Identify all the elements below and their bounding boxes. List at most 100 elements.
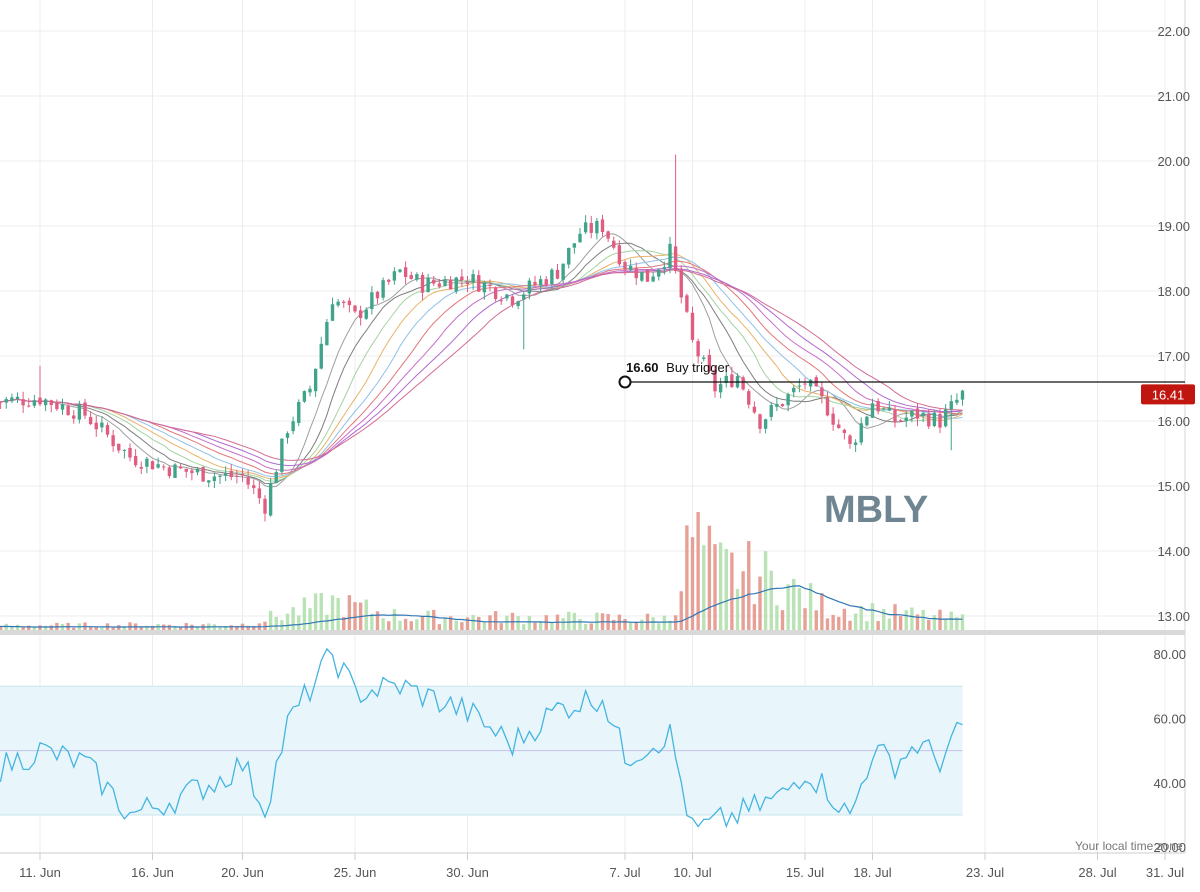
candle-body: [257, 488, 262, 499]
volume-bar: [735, 588, 740, 630]
volume-bar: [707, 525, 712, 630]
candle-body: [139, 466, 143, 469]
candle-body: [516, 301, 520, 307]
candle-body: [842, 429, 847, 434]
volume-bar: [285, 613, 290, 630]
candle-body: [460, 276, 464, 281]
candle-body: [741, 377, 745, 390]
volume-bar: [662, 615, 667, 630]
volume-bar: [313, 593, 318, 630]
volume-bar: [32, 627, 37, 630]
candle-body: [229, 470, 233, 478]
buy-trigger-annotation[interactable]: 16.60 Buy trigger: [618, 360, 1186, 389]
candle-body: [510, 296, 515, 306]
candle-body: [240, 473, 245, 476]
candle-body: [302, 391, 307, 402]
candle-body: [702, 357, 706, 360]
candle-body: [634, 268, 638, 279]
buy-trigger-handle[interactable]: [618, 375, 632, 389]
volume-bar: [252, 626, 256, 630]
volume-bar: [640, 619, 644, 630]
candle-body: [493, 287, 498, 300]
candle-body: [145, 458, 149, 467]
volume-bar: [336, 597, 340, 630]
candle-body: [662, 267, 667, 270]
candle-body: [837, 424, 841, 429]
volume-bar: [330, 595, 335, 630]
candle-body: [364, 309, 368, 319]
volume-bar: [910, 607, 914, 630]
candle-body: [218, 475, 222, 477]
time-tick-label: 7. Jul: [609, 865, 640, 880]
time-tick-label: 28. Jul: [1078, 865, 1116, 880]
candle-body: [853, 442, 858, 445]
candle-body: [94, 422, 98, 430]
candle-body: [190, 470, 194, 474]
candle-body: [488, 284, 492, 287]
volume-bar: [657, 623, 661, 630]
candle-body: [375, 291, 380, 299]
volume-bar: [347, 595, 352, 630]
candle-body: [583, 222, 588, 233]
candle-body: [280, 438, 284, 472]
candle-body: [882, 408, 886, 410]
volume-bar: [578, 618, 582, 630]
candle-body: [870, 403, 875, 418]
candle-body: [207, 480, 211, 483]
volume-bar: [904, 610, 908, 630]
candle-body: [415, 274, 419, 280]
volume-bar: [139, 627, 143, 630]
candle-body: [960, 390, 965, 400]
price-tick-label: 17.00: [1157, 349, 1190, 364]
volume-bar: [409, 621, 413, 630]
candle-body: [780, 404, 785, 407]
price-tick-label: 15.00: [1157, 479, 1190, 494]
candle-body: [268, 483, 273, 516]
candle-body: [921, 412, 925, 417]
rsi-panel: [0, 647, 963, 829]
volume-bar: [488, 615, 492, 630]
volume-bar: [291, 607, 295, 630]
candle-body: [724, 375, 728, 383]
candle-body: [122, 449, 127, 451]
time-tick-label: 10. Jul: [673, 865, 711, 880]
volume-bar: [274, 616, 278, 630]
time-tick-label: 25. Jun: [334, 865, 377, 880]
candle-body: [195, 469, 200, 473]
candle-body: [443, 279, 447, 286]
volume-bar: [825, 618, 830, 630]
candle-body: [831, 413, 835, 425]
volume-bar: [685, 525, 689, 630]
volume-bar: [634, 622, 638, 630]
candle-body: [538, 279, 543, 286]
candle-body: [223, 473, 228, 476]
volume-bar: [443, 618, 447, 630]
candle-body: [578, 233, 582, 243]
volume-bar: [43, 625, 48, 630]
candle-body: [572, 243, 577, 248]
candle-body: [353, 305, 357, 312]
volume-bar: [876, 621, 880, 630]
volume-bar: [960, 614, 965, 630]
candle-body: [370, 292, 374, 310]
volume-bar: [628, 621, 633, 630]
volume-bar: [612, 619, 616, 630]
candle-body: [77, 404, 82, 420]
candle-body: [533, 281, 537, 286]
volume-bar: [702, 545, 706, 630]
volume-bar: [623, 618, 627, 630]
volume-bar: [837, 616, 841, 630]
candle-body: [465, 282, 470, 285]
candle-body: [943, 409, 948, 427]
candle-body: [432, 279, 436, 284]
candle-body: [38, 397, 42, 405]
volume-bar: [403, 618, 408, 630]
candle-body: [111, 435, 115, 447]
candle-body: [713, 370, 717, 392]
volume-bar: [831, 614, 835, 630]
volume-bar: [780, 610, 785, 630]
candle-body: [212, 476, 217, 481]
volume-bar: [223, 626, 228, 630]
